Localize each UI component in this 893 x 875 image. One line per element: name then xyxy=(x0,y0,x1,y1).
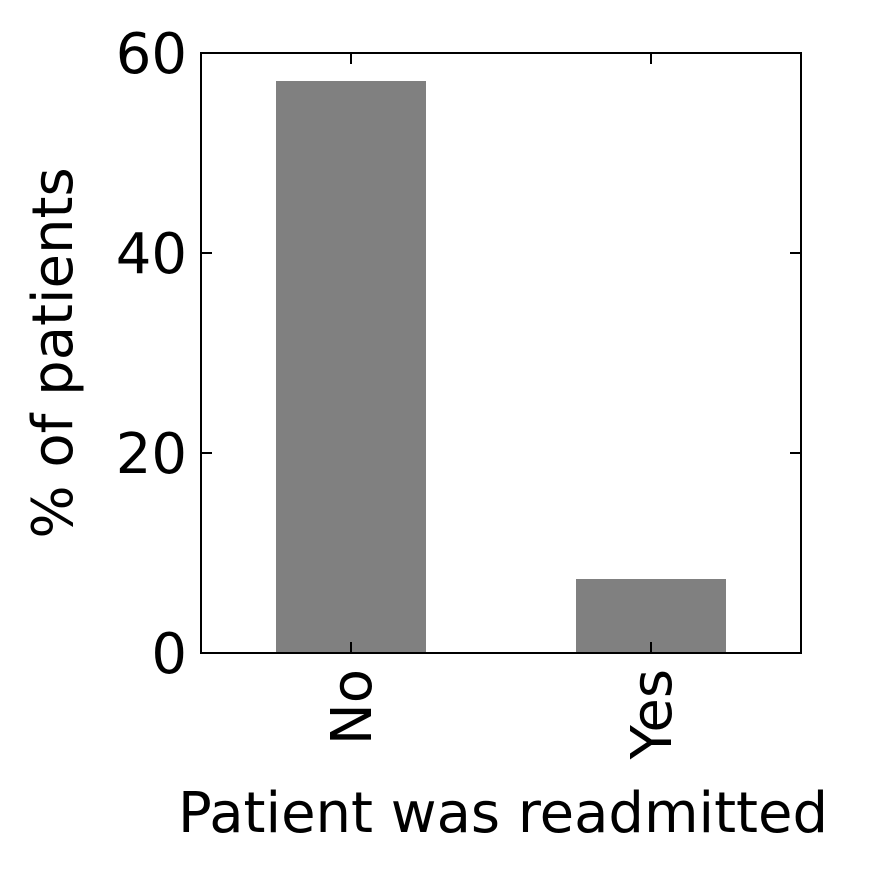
plot-frame xyxy=(200,52,802,654)
bars-group xyxy=(276,81,726,653)
y-tick-label-40: 40 xyxy=(116,222,187,287)
y-axis-label: % of patients xyxy=(21,167,86,538)
y-tick-label-60: 60 xyxy=(116,22,187,87)
x-axis-label: Patient was readmitted xyxy=(178,781,828,846)
bar-yes xyxy=(576,579,726,653)
y-tick-labels: 0 20 40 60 xyxy=(116,22,187,687)
x-tick-label-yes: Yes xyxy=(620,669,685,760)
bar-no xyxy=(276,81,426,653)
y-tick-label-0: 0 xyxy=(151,622,187,687)
y-tick-label-20: 20 xyxy=(116,422,187,487)
x-tick-labels: No Yes xyxy=(320,669,685,760)
x-tick-label-no: No xyxy=(320,669,385,745)
